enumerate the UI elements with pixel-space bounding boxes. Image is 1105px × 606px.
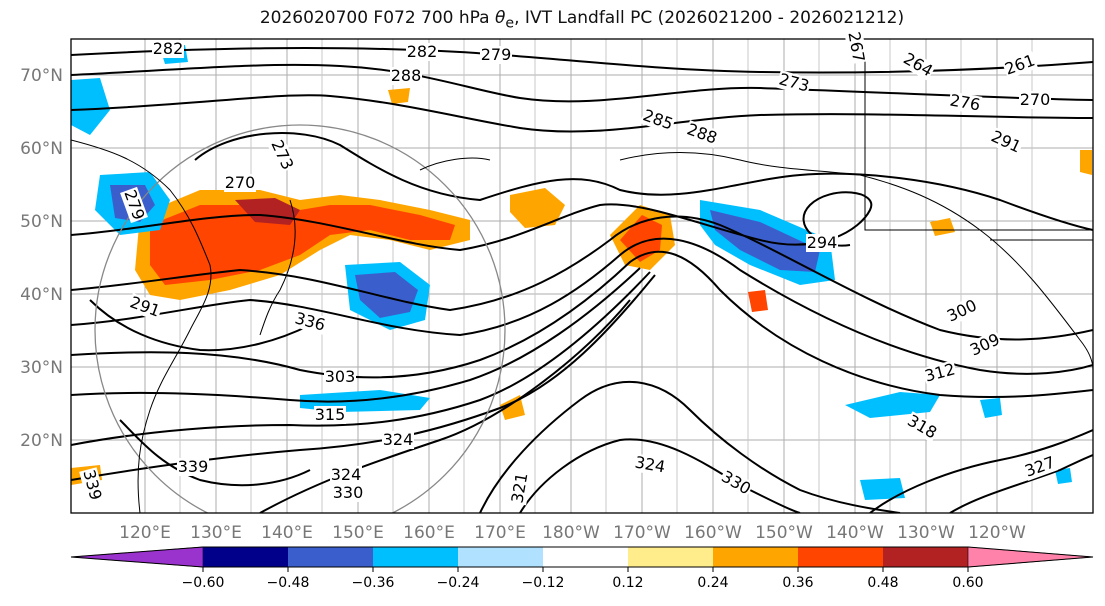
colorbar-tick-label: 0.36 [782,575,813,591]
longitude-label: 120°E [119,523,171,543]
contour-label-background [947,91,983,115]
colorbar-tick-label: 0.48 [867,575,898,591]
longitude-label: 150°W [755,523,813,543]
contour-label-background [332,484,364,502]
contour-label-background [844,29,868,65]
contour-label-background [292,309,328,335]
colorbar-tick-label: −0.12 [522,575,565,591]
contour-label-background [267,136,297,174]
contour-label-background [382,431,414,449]
longitude-label: 160°E [403,523,455,543]
longitude-label: 170°W [613,523,671,543]
contour-label: 303 [325,367,356,386]
contour-label-background [152,40,184,58]
contour-label-background [717,467,755,499]
contour-label: 294 [807,233,838,252]
colorbar-extend-min [70,546,204,568]
colorbar-extend-max [967,546,1094,568]
longitude-labels: 120°E 130°E 140°E 150°E 160°E 170°E 180°W 170°W… [119,523,1026,543]
contour-label-background [390,67,422,85]
contour-label-background [120,186,148,224]
contour-label-background [79,467,105,503]
contour-label-background [330,466,362,484]
colorbar-segment [373,547,458,567]
colorbar-segment [713,547,798,567]
contour-label: 339 [178,457,209,476]
colorbar: −0.60 −0.48 −0.36 −0.24 −0.12 0.12 0.24 0.36 0.4… [70,546,1094,591]
contour-label-background [314,406,346,424]
colorbar-tick-label: 0.24 [697,575,728,591]
longitude-label: 150°E [332,523,384,543]
colorbar-tick-label: −0.48 [267,575,310,591]
colorbar-segment [458,547,543,567]
coastlines [71,55,1093,513]
latitude-label: 60°N [20,139,63,159]
contour-label-background [1019,91,1051,109]
contour-label-background [508,470,532,506]
colorbar-segment [543,547,628,567]
colorbar-segment [288,547,373,567]
contour-label: 282 [407,42,438,61]
contour-label-background [903,411,941,443]
colorbar-tick-label: 0.12 [612,575,643,591]
contour-label-background [899,49,937,81]
colorbar-tick-label: −0.24 [437,575,480,591]
contour-label-background [177,458,209,476]
contour-label: 270 [1020,90,1051,109]
longitude-label: 140°W [826,523,884,543]
colorbar-tick-label: −0.36 [352,575,395,591]
map-content [71,39,1093,513]
contour-label-background [966,330,1004,360]
longitude-label: 140°E [261,523,313,543]
contour-label-background [406,43,438,61]
contour-label: 288 [391,66,422,85]
latitude-label: 20°N [20,431,63,451]
contour-label-background [806,234,838,252]
contour-label-background [126,293,164,321]
latitude-label: 50°N [20,212,63,232]
contour-label-background [943,296,981,326]
longitude-label: 170°E [474,523,526,543]
longitude-label: 160°W [684,523,742,543]
contour-label: 282 [153,39,184,58]
map-title: 2026020700 F072 700 hPa θe, IVT Landfall… [259,8,905,32]
colorbar-segment [203,547,288,567]
contour-label-background [632,453,668,477]
contour-label: 279 [481,45,512,64]
contour-label-background [224,174,256,192]
colorbar-segment [883,547,968,567]
contour-label-background [1021,453,1059,481]
colorbar-segment [798,547,883,567]
colorbar-segment [628,547,713,567]
contour-label-background [639,106,677,134]
contour-label: 324 [331,465,362,484]
latitude-labels: 70°N 60°N 50°N 40°N 30°N 20°N [20,66,63,451]
colorbar-tick-label: 0.60 [952,575,983,591]
contour-label-background [324,368,356,386]
contour-label-background [987,127,1025,157]
contour-label-background [922,360,958,386]
longitude-label: 180°W [542,523,600,543]
colorbar-tick-label: −0.60 [182,575,225,591]
contour-label-background [1001,51,1039,79]
contour-label-background [683,120,721,148]
contour-label: 270 [225,173,256,192]
contour-label: 324 [383,430,414,449]
longitude-label: 120°W [968,523,1026,543]
longitude-label: 130°W [897,523,955,543]
latitude-label: 70°N [20,66,63,86]
contour-label-background [480,46,512,64]
longitude-label: 130°E [190,523,242,543]
contour-label: 315 [315,405,346,424]
distance-ring [94,124,506,513]
latitude-label: 40°N [20,285,63,305]
contour-label-background [776,70,812,96]
map-frame [70,38,1094,514]
contour-label: 330 [333,483,364,502]
latitude-label: 30°N [20,358,63,378]
